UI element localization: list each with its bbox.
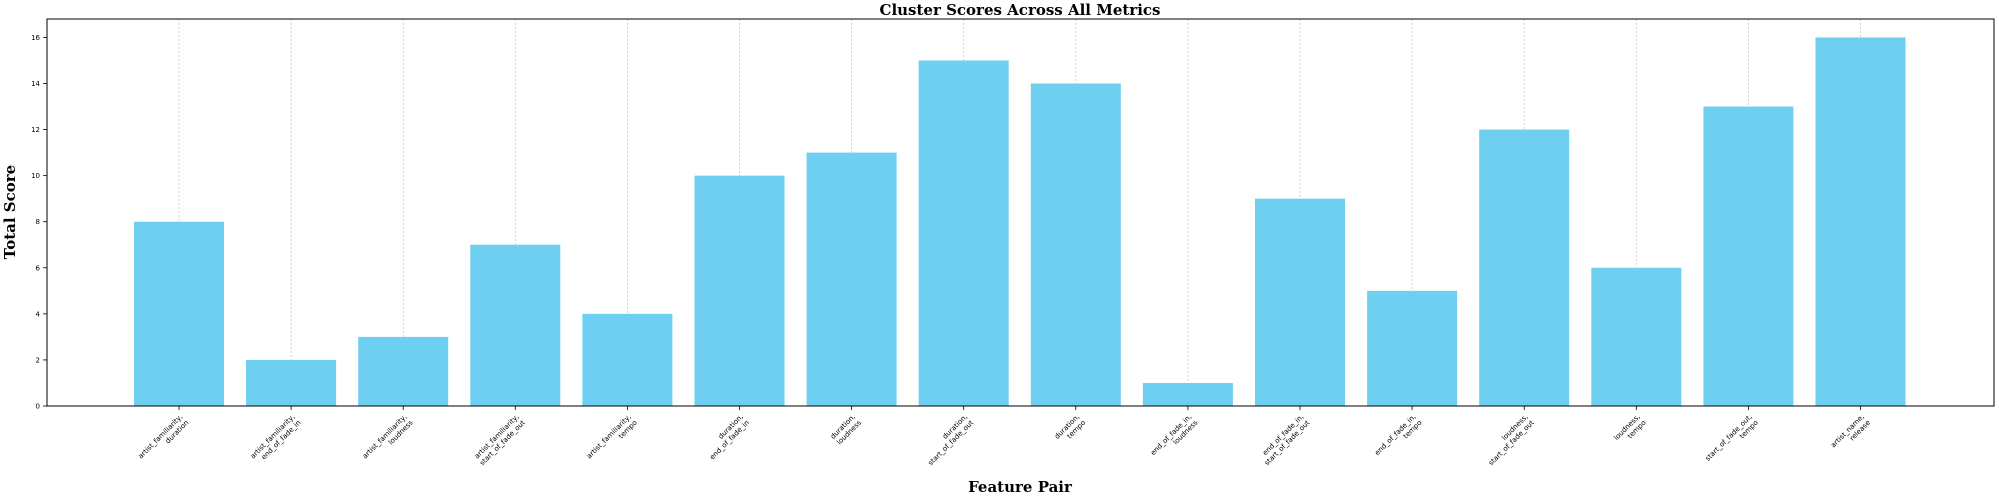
bar bbox=[1367, 290, 1458, 406]
y-tick-label: 6 bbox=[36, 264, 41, 272]
x-tick-label: duration,loudness bbox=[829, 413, 863, 447]
bar bbox=[806, 152, 897, 406]
bars-layer bbox=[134, 37, 1906, 407]
x-tick-label: artist_name,release bbox=[1829, 413, 1872, 456]
y-tick-label: 4 bbox=[36, 310, 41, 318]
bar bbox=[694, 175, 785, 406]
bar bbox=[1142, 382, 1233, 406]
x-axis: artist_familiarity,duration artist_famili… bbox=[137, 406, 1872, 469]
y-tick-label: 2 bbox=[36, 356, 40, 364]
bar bbox=[1030, 83, 1121, 406]
bar bbox=[134, 221, 224, 406]
x-tick-label: end_of_fade_in,tempo bbox=[1373, 413, 1423, 463]
x-tick-label: end_of_fade_in,start_of_fade_out bbox=[1257, 413, 1312, 468]
y-tick-label: 10 bbox=[31, 172, 40, 180]
chart-title: Cluster Scores Across All Metrics bbox=[880, 1, 1161, 19]
plot-frame bbox=[46, 18, 1995, 407]
x-tick-label: artist_familiarity,end_of_fade_in bbox=[249, 413, 303, 467]
x-tick-label: duration,tempo bbox=[1053, 413, 1087, 447]
x-tick-label: artist_familiarity,start_of_fade_out bbox=[472, 413, 527, 468]
y-tick-label: 14 bbox=[31, 80, 40, 88]
x-tick-label: loudness,start_of_fade_out bbox=[1481, 413, 1536, 468]
bar bbox=[470, 244, 561, 406]
x-tick-label: loudness,tempo bbox=[1612, 413, 1647, 448]
bar bbox=[246, 359, 337, 406]
y-tick-label: 0 bbox=[36, 403, 40, 411]
bar bbox=[1591, 267, 1682, 406]
x-axis-label: Feature Pair bbox=[968, 478, 1073, 496]
bar bbox=[1815, 37, 1906, 407]
x-tick-label: duration,end_of_fade_in bbox=[702, 413, 751, 462]
bar bbox=[1255, 198, 1345, 406]
bar bbox=[1479, 129, 1570, 407]
bar bbox=[1703, 106, 1794, 407]
y-tick-label: 16 bbox=[31, 34, 40, 42]
bar bbox=[358, 336, 449, 406]
y-tick-label: 12 bbox=[31, 126, 40, 134]
x-tick-label: duration,start_of_fade_out bbox=[921, 413, 976, 468]
x-tick-label: artist_familiarity,tempo bbox=[585, 413, 639, 467]
x-tick-label: end_of_fade_in,loudness bbox=[1149, 413, 1199, 463]
x-tick-label: artist_familiarity,duration bbox=[137, 413, 191, 467]
y-tick-label: 8 bbox=[36, 218, 40, 226]
bar bbox=[918, 60, 1009, 406]
y-axis-label: Total Score bbox=[1, 165, 19, 259]
x-tick-label: start_of_fade_out,tempo bbox=[1704, 413, 1760, 469]
y-axis: 0 2 4 6 8 10 12 14 16 bbox=[31, 34, 47, 411]
bar bbox=[582, 313, 673, 406]
x-tick-label: artist_familiarity,loudness bbox=[361, 413, 415, 467]
